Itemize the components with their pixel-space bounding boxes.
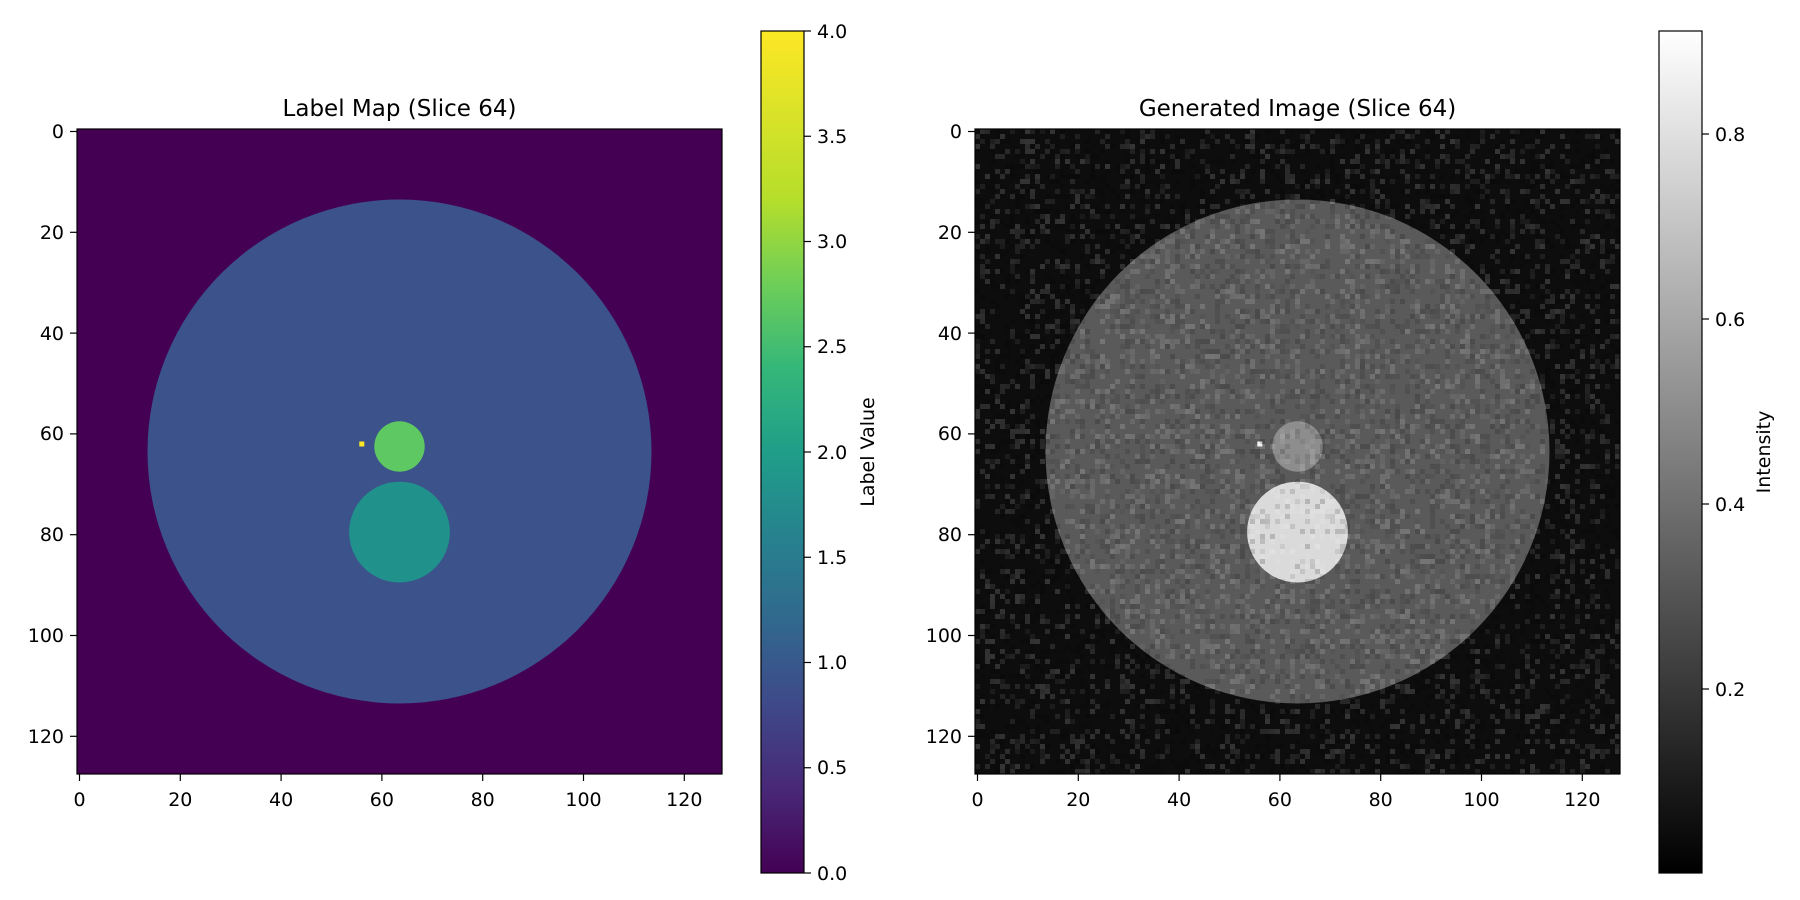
label-map-colorbar-tick: 3.0: [817, 231, 847, 253]
label-map-x-tick: 60: [370, 789, 394, 811]
generated-image-image: [975, 129, 1620, 774]
generated-image-x-tick: 120: [1564, 789, 1600, 811]
label-map-y-tick: 20: [40, 222, 64, 244]
generated-image-colorbar-gradient: [1658, 30, 1703, 874]
generated-image-title: Generated Image (Slice 64): [1139, 96, 1456, 122]
label-map-x-tick: 80: [471, 789, 495, 811]
generated-image-x-tick: 40: [1167, 789, 1191, 811]
label-map-image: [77, 129, 722, 774]
generated-image-region-3: [1272, 421, 1323, 472]
label-map-x-tick: 0: [73, 789, 85, 811]
label-map-colorbar-tick: 4.0: [817, 21, 847, 43]
generated-image-y-tick: 0: [950, 121, 962, 143]
generated-image-x-axis: 0 20 40 60 80 100 120: [971, 774, 1600, 811]
generated-image-panel: Generated Image (Slice 64) 0 20 40 60 80…: [926, 96, 1621, 811]
generated-image-y-tick: 80: [938, 524, 962, 546]
label-map-colorbar-tick: 2.5: [817, 336, 847, 358]
label-map-x-tick: 40: [269, 789, 293, 811]
generated-image-colorbar-label: Intensity: [1753, 411, 1775, 494]
generated-image-x-tick: 60: [1268, 789, 1292, 811]
generated-image-x-tick: 80: [1369, 789, 1393, 811]
label-map-colorbar-label: Label Value: [857, 397, 879, 506]
generated-image-colorbar-tick: 0.2: [1715, 679, 1745, 701]
generated-image-region-2: [1247, 481, 1348, 583]
generated-image-frame: [974, 128, 1621, 775]
generated-image-y-axis: 0 20 40 60 80 100 120: [926, 121, 975, 748]
label-map-colorbar-tick: 3.5: [817, 126, 847, 148]
generated-image-y-tick: 20: [938, 222, 962, 244]
label-map-colorbar-tick: 1.5: [817, 547, 847, 569]
label-map-x-tick: 120: [666, 789, 702, 811]
label-map-region-2: [349, 481, 450, 583]
label-map-colorbar-tick: 0.0: [817, 863, 847, 885]
generated-image-y-tick: 120: [926, 726, 962, 748]
label-map-colorbar-tick: 0.5: [817, 757, 847, 779]
label-map-y-tick: 0: [52, 121, 64, 143]
generated-image-noise: [975, 129, 1620, 774]
generated-image-colorbar: 0.2 0.4 0.6 0.8 Intensity: [1658, 30, 1775, 874]
label-map-colorbar: 0.0 0.5 1.0 1.5 2.0 2.5 3.0 3.5 4.0 Labe…: [760, 21, 879, 885]
generated-image-y-tick: 40: [938, 323, 962, 345]
label-map-colorbar-tick: 1.0: [817, 652, 847, 674]
label-map-panel: Label Map (Slice 64) 0 20 40 60 80 100 1…: [28, 96, 723, 811]
label-map-x-axis: 0 20 40 60 80 100 120: [73, 774, 702, 811]
label-map-region-4: [359, 441, 365, 447]
generated-image-colorbar-tick: 0.4: [1715, 494, 1745, 516]
label-map-y-tick: 40: [40, 323, 64, 345]
label-map-y-axis: 0 20 40 60 80 100 120: [28, 121, 77, 748]
label-map-colorbar-gradient: [760, 30, 805, 874]
generated-image-colorbar-tick: 0.8: [1715, 124, 1745, 146]
generated-image-y-tick: 60: [938, 423, 962, 445]
label-map-y-tick: 100: [28, 625, 64, 647]
label-map-y-tick: 120: [28, 726, 64, 748]
generated-image-colorbar-tick: 0.6: [1715, 309, 1745, 331]
generated-image-x-tick: 100: [1463, 789, 1499, 811]
label-map-y-tick: 60: [40, 423, 64, 445]
generated-image-x-tick: 0: [971, 789, 983, 811]
label-map-x-tick: 100: [565, 789, 601, 811]
label-map-title: Label Map (Slice 64): [283, 96, 517, 122]
label-map-colorbar-tick: 2.0: [817, 442, 847, 464]
generated-image-y-tick: 100: [926, 625, 962, 647]
generated-image-region-4: [1257, 441, 1263, 447]
label-map-y-tick: 80: [40, 524, 64, 546]
generated-image-x-tick: 20: [1066, 789, 1090, 811]
label-map-x-tick: 20: [168, 789, 192, 811]
label-map-region-3: [374, 421, 425, 472]
label-map-frame: [76, 128, 723, 775]
